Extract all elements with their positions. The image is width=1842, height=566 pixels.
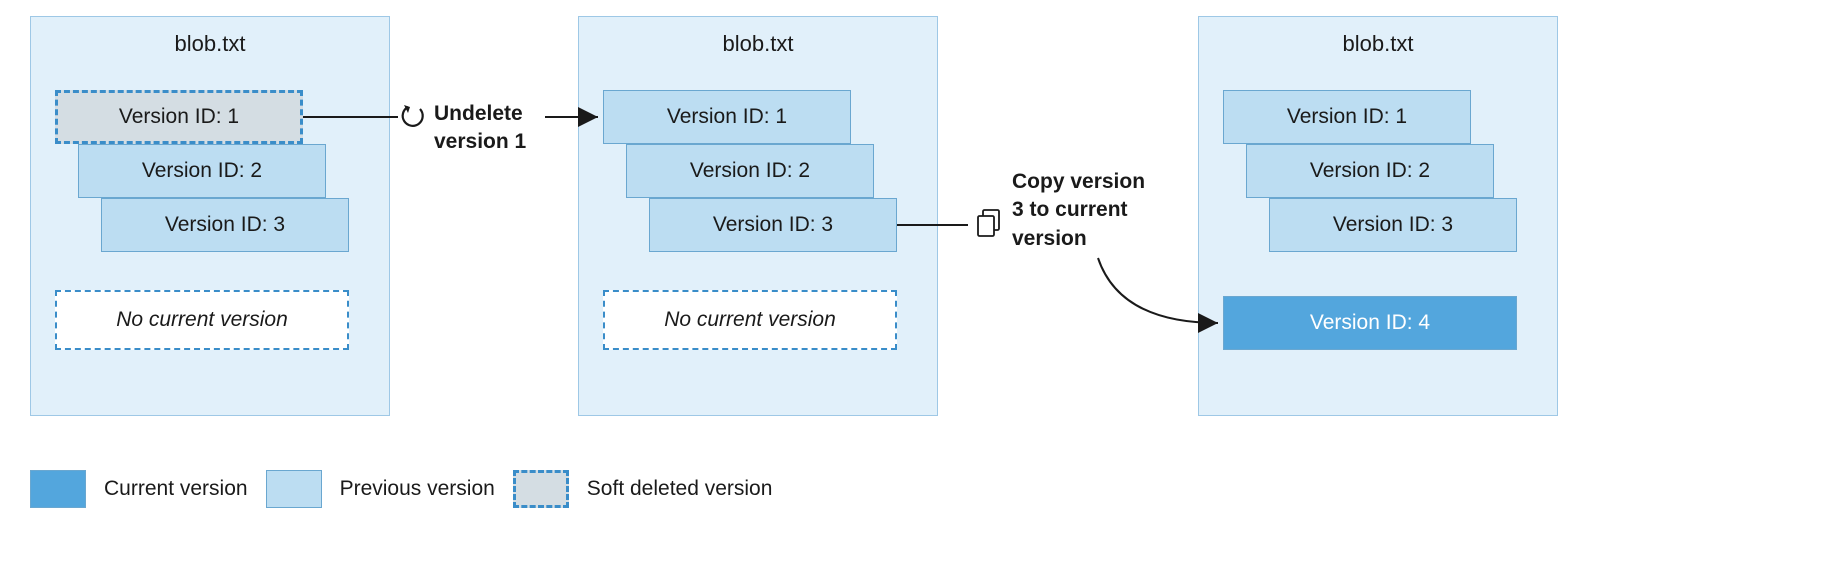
version-box-prev: Version ID: 3 xyxy=(1269,198,1517,252)
version-box-current: Version ID: 4 xyxy=(1223,296,1517,350)
legend-label: Soft deleted version xyxy=(587,477,773,501)
action-copy-label: Copy version 3 to current version xyxy=(1012,168,1145,253)
legend-swatch-soft-deleted xyxy=(513,470,569,508)
undo-icon xyxy=(403,105,423,126)
version-box-prev: Version ID: 1 xyxy=(1223,90,1471,144)
legend: Current version Previous version Soft de… xyxy=(30,470,772,508)
action-undelete-label: Undelete version 1 xyxy=(434,100,526,157)
no-current-placeholder: No current version xyxy=(603,290,897,350)
action-line: Undelete xyxy=(434,102,523,125)
version-box-prev: Version ID: 3 xyxy=(649,198,897,252)
panel-title: blob.txt xyxy=(31,17,389,57)
version-box-prev: Version ID: 3 xyxy=(101,198,349,252)
version-box-soft-deleted: Version ID: 1 xyxy=(55,90,303,144)
action-line: version xyxy=(1012,227,1087,250)
legend-swatch-previous xyxy=(266,470,322,508)
action-line: 3 to current xyxy=(1012,198,1128,221)
version-box-prev: Version ID: 2 xyxy=(78,144,326,198)
version-box-prev: Version ID: 2 xyxy=(1246,144,1494,198)
version-box-prev: Version ID: 2 xyxy=(626,144,874,198)
panel-title: blob.txt xyxy=(1199,17,1557,57)
copy-icon xyxy=(978,210,999,236)
action-line: Copy version xyxy=(1012,170,1145,193)
legend-swatch-current xyxy=(30,470,86,508)
panel-title: blob.txt xyxy=(579,17,937,57)
version-box-prev: Version ID: 1 xyxy=(603,90,851,144)
action-line: version 1 xyxy=(434,130,526,153)
no-current-placeholder: No current version xyxy=(55,290,349,350)
legend-label: Previous version xyxy=(340,477,495,501)
legend-label: Current version xyxy=(104,477,248,501)
